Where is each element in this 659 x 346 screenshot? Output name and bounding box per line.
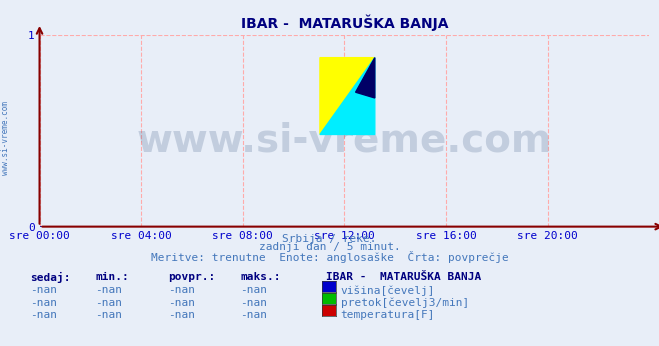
Polygon shape bbox=[320, 58, 375, 135]
Text: pretok[čevelj3/min]: pretok[čevelj3/min] bbox=[341, 298, 469, 308]
Text: -nan: -nan bbox=[30, 285, 57, 295]
Text: Meritve: trenutne  Enote: anglosaške  Črta: povprečje: Meritve: trenutne Enote: anglosaške Črta… bbox=[151, 251, 508, 263]
Text: www.si-vreme.com: www.si-vreme.com bbox=[136, 121, 552, 159]
Text: maks.:: maks.: bbox=[241, 272, 281, 282]
Text: zadnji dan / 5 minut.: zadnji dan / 5 minut. bbox=[258, 242, 401, 252]
Polygon shape bbox=[320, 58, 375, 135]
Text: -nan: -nan bbox=[168, 298, 195, 308]
Text: -nan: -nan bbox=[30, 298, 57, 308]
Text: -nan: -nan bbox=[168, 310, 195, 320]
Text: -nan: -nan bbox=[241, 298, 268, 308]
Text: -nan: -nan bbox=[241, 310, 268, 320]
Text: www.si-vreme.com: www.si-vreme.com bbox=[1, 101, 10, 175]
Text: -nan: -nan bbox=[96, 310, 123, 320]
Text: -nan: -nan bbox=[241, 285, 268, 295]
Text: temperatura[F]: temperatura[F] bbox=[341, 310, 435, 320]
Text: sedaj:: sedaj: bbox=[30, 272, 70, 283]
Text: -nan: -nan bbox=[96, 285, 123, 295]
Text: -nan: -nan bbox=[168, 285, 195, 295]
Title: IBAR -  MATARUŠKA BANJA: IBAR - MATARUŠKA BANJA bbox=[241, 14, 448, 31]
Polygon shape bbox=[356, 58, 375, 98]
Text: Srbija / reke.: Srbija / reke. bbox=[282, 234, 377, 244]
Text: povpr.:: povpr.: bbox=[168, 272, 215, 282]
Text: min.:: min.: bbox=[96, 272, 129, 282]
Text: višina[čevelj]: višina[čevelj] bbox=[341, 285, 435, 296]
Text: -nan: -nan bbox=[96, 298, 123, 308]
Text: IBAR -  MATARUŠKA BANJA: IBAR - MATARUŠKA BANJA bbox=[326, 272, 482, 282]
Text: -nan: -nan bbox=[30, 310, 57, 320]
